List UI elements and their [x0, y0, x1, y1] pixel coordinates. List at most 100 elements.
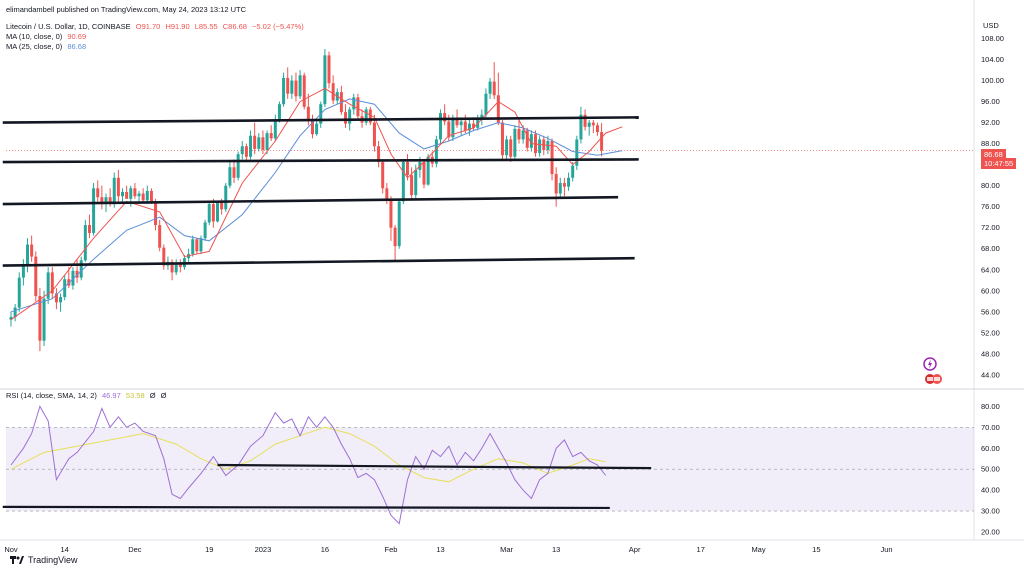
candle-body	[59, 297, 63, 303]
candle-body	[439, 113, 443, 140]
candle-body	[145, 190, 149, 201]
candle-body	[397, 201, 401, 247]
price-trend-line	[2, 195, 619, 206]
brand-footer: TradingView	[10, 555, 78, 565]
candle-body	[500, 122, 504, 156]
candle-body	[277, 104, 281, 120]
flag-events-icon[interactable]	[922, 372, 948, 390]
rsi-tick-label: 70.00	[981, 423, 1000, 432]
candle-body	[567, 177, 571, 187]
rsi-ma-value: 53.58	[125, 391, 145, 400]
candle-body	[211, 204, 215, 222]
candle-body	[550, 140, 554, 175]
candle-body	[389, 198, 393, 228]
candle-body	[310, 119, 314, 135]
rsi-tick-label: 40.00	[981, 486, 1000, 495]
candle-body	[249, 135, 253, 157]
candle-body	[244, 146, 248, 157]
brand-name: TradingView	[28, 555, 78, 565]
candle-body	[480, 114, 484, 119]
rsi-value: 46.97	[101, 391, 121, 400]
price-tick-label: 76.00	[981, 202, 1000, 211]
rsi-trend-line	[217, 463, 652, 470]
candle-body	[224, 185, 228, 210]
countdown-tag: 10:47:55	[981, 158, 1017, 169]
price-tick-label: 108.00	[981, 34, 1004, 43]
candle-body	[467, 123, 471, 131]
currency-label: USD	[983, 21, 999, 30]
candle-body	[364, 109, 368, 123]
candle-body	[273, 119, 277, 139]
candle-body	[83, 225, 87, 261]
candle-body	[538, 139, 542, 154]
candle-body	[286, 77, 290, 94]
lightning-icon[interactable]	[922, 356, 938, 377]
price-tick-label: 92.00	[981, 118, 1000, 127]
price-tick-label: 104.00	[981, 55, 1004, 64]
candle-body	[13, 307, 17, 318]
low-value: L85.55	[194, 22, 218, 31]
candle-body	[141, 193, 145, 201]
price-trend-line	[2, 256, 635, 267]
candle-body	[34, 256, 38, 297]
time-tick-label: 2023	[255, 545, 272, 554]
candle-body	[521, 130, 525, 140]
candle-body	[21, 265, 25, 278]
candle-body	[600, 132, 604, 151]
price-tick-label: 100.00	[981, 76, 1004, 85]
candle-body	[9, 317, 13, 320]
price-tick-label: 96.00	[981, 97, 1000, 106]
candle-body	[381, 162, 385, 189]
candle-body	[191, 239, 195, 254]
candle-body	[158, 225, 162, 248]
ma25-legend: MA (25, close, 0) 86.68	[6, 42, 89, 51]
time-tick-label: Jun	[881, 545, 893, 554]
candle-body	[63, 279, 67, 298]
candle-body	[472, 123, 476, 128]
candle-body	[401, 162, 405, 202]
candle-body	[356, 97, 360, 117]
candle-body	[282, 77, 286, 105]
price-tick-label: 60.00	[981, 286, 1000, 295]
candle-body	[529, 134, 533, 148]
candle-body	[352, 97, 356, 110]
candle-body	[377, 146, 381, 163]
high-value: H91.90	[165, 22, 190, 31]
ma10-value: 90.69	[67, 32, 87, 41]
rsi-tick-label: 50.00	[981, 465, 1000, 474]
ma10-line	[10, 87, 623, 321]
candle-body	[125, 191, 129, 199]
time-tick-label: 13	[552, 545, 560, 554]
candle-body	[410, 175, 414, 196]
rsi-tick-label: 30.00	[981, 507, 1000, 516]
open-value: O91.70	[135, 22, 161, 31]
candle-body	[393, 227, 397, 247]
candle-body	[253, 135, 257, 149]
rsi-label: RSI (14, close, SMA, 14, 2)	[6, 391, 97, 400]
candle-body	[112, 177, 116, 205]
candle-body	[265, 133, 269, 150]
change-value: −5.02 (−5.47%)	[252, 22, 304, 31]
price-tick-label: 64.00	[981, 265, 1000, 274]
candle-body	[257, 137, 261, 149]
candle-body	[46, 272, 50, 299]
candle-body	[199, 238, 203, 252]
candle-body	[220, 202, 224, 210]
candle-body	[306, 106, 310, 120]
rsi-line	[10, 405, 607, 525]
candle-body	[509, 139, 513, 157]
candle-body	[92, 188, 96, 233]
candle-body	[100, 197, 104, 205]
candle-body	[422, 162, 426, 185]
candle-body	[455, 118, 459, 126]
candle-body	[236, 154, 240, 178]
rsi-tick-label: 60.00	[981, 444, 1000, 453]
ma10-legend: MA (10, close, 0) 90.69	[6, 32, 89, 41]
ma25-line	[10, 98, 623, 313]
price-tick-label: 68.00	[981, 244, 1000, 253]
candle-body	[451, 118, 455, 138]
candle-body	[207, 204, 211, 223]
candle-body	[104, 197, 108, 205]
candle-body	[129, 188, 133, 199]
